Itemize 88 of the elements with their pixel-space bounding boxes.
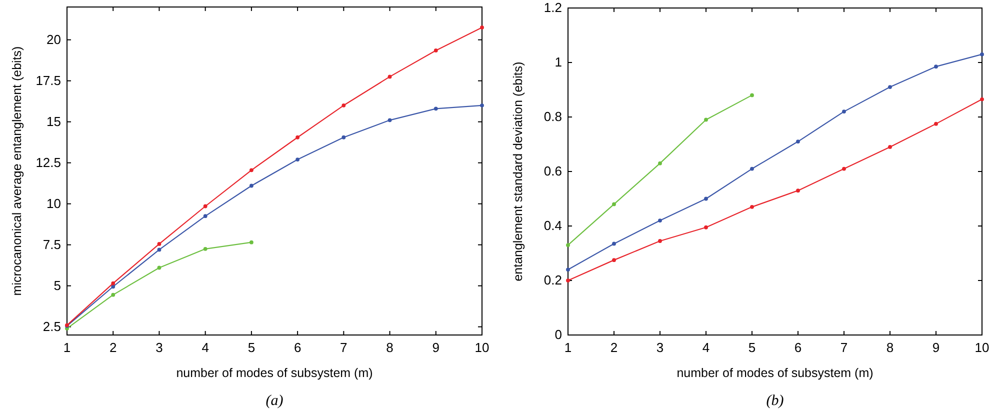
point [566, 268, 570, 272]
text: (b) [766, 393, 784, 409]
x-tick-label: 1 [564, 340, 572, 356]
point [157, 248, 162, 252]
x-tick-label: 6 [294, 340, 302, 356]
point [612, 258, 616, 262]
point [566, 243, 570, 248]
x-tick-label: 2 [610, 340, 618, 356]
point [203, 246, 208, 251]
y-tick-label: 0.4 [544, 218, 562, 234]
point [203, 204, 208, 208]
point [434, 48, 438, 52]
point [434, 106, 438, 111]
y-tick-label: 0.2 [544, 272, 562, 288]
point [888, 145, 892, 149]
x-tick-label: 2 [109, 340, 117, 356]
point [842, 110, 846, 114]
text: (a) [266, 393, 284, 409]
x-tick-label: 3 [156, 340, 163, 356]
point [934, 64, 938, 69]
y-tick-label: 0 [554, 327, 562, 342]
point [111, 292, 116, 297]
point [203, 214, 208, 218]
y-tick-label: 17.5 [36, 72, 61, 88]
point [342, 135, 346, 140]
point [296, 135, 300, 140]
y-tick-label: 7.5 [42, 236, 61, 252]
point [111, 281, 116, 286]
y-axis-title: entanglement standard deviation (ebits) [511, 62, 525, 282]
x-tick-label: 1 [63, 340, 71, 356]
x-tick-label: 7 [340, 340, 348, 356]
point [480, 26, 484, 30]
x-tick-label: 3 [656, 340, 664, 356]
point [388, 74, 392, 79]
y-tick-label: 15 [46, 114, 61, 129]
point [750, 166, 754, 171]
point [658, 161, 662, 166]
x-tick-label: 8 [886, 340, 894, 356]
y-tick-label: 1 [554, 54, 562, 70]
point [750, 93, 754, 98]
point [388, 118, 392, 122]
point [658, 239, 662, 243]
point [980, 52, 984, 56]
x-tick-label: 4 [702, 340, 710, 356]
point [157, 266, 162, 270]
point [249, 184, 254, 188]
point [704, 118, 708, 122]
x-axis-title: number of modes of subsystem (m) [176, 366, 373, 380]
x-tick-label: 8 [386, 340, 394, 356]
y-tick-label: 10 [46, 196, 61, 211]
y-tick-label: 12.5 [36, 154, 61, 170]
y-tick-label: 20 [46, 32, 61, 47]
y-tick-label: 0.8 [544, 109, 562, 124]
point [342, 103, 346, 108]
x-tick-label: 6 [794, 340, 802, 356]
x-tick-label: 5 [248, 340, 256, 356]
point [157, 242, 162, 246]
point [249, 240, 254, 244]
y-tick-label: 0.6 [544, 164, 562, 179]
y-axis-title: microcanonical average entanglement (ebits) [10, 46, 24, 296]
point [796, 188, 800, 193]
x-axis-title: number of modes of subsystem (m) [676, 366, 874, 380]
point [888, 85, 892, 89]
x-tick-label: 10 [474, 340, 490, 356]
point [566, 278, 570, 282]
point [934, 122, 938, 126]
x-tick-label: 5 [748, 340, 756, 356]
point [296, 158, 300, 162]
x-tick-label: 4 [202, 340, 209, 356]
point [480, 103, 484, 108]
y-tick-label: 5 [54, 278, 61, 293]
point [612, 242, 616, 246]
point [704, 196, 708, 201]
y-tick-label: 1.2 [544, 0, 562, 16]
point [658, 218, 662, 222]
point [704, 225, 708, 230]
x-tick-label: 9 [432, 340, 440, 356]
point [249, 168, 254, 172]
point [750, 204, 754, 209]
point [111, 284, 116, 289]
y-tick-label: 2.5 [42, 318, 61, 334]
x-tick-label: 9 [932, 340, 940, 356]
point [612, 202, 616, 206]
point [842, 166, 846, 171]
x-tick-label: 7 [840, 340, 848, 356]
x-tick-label: 10 [974, 340, 990, 356]
point [980, 97, 984, 102]
point [796, 140, 800, 144]
